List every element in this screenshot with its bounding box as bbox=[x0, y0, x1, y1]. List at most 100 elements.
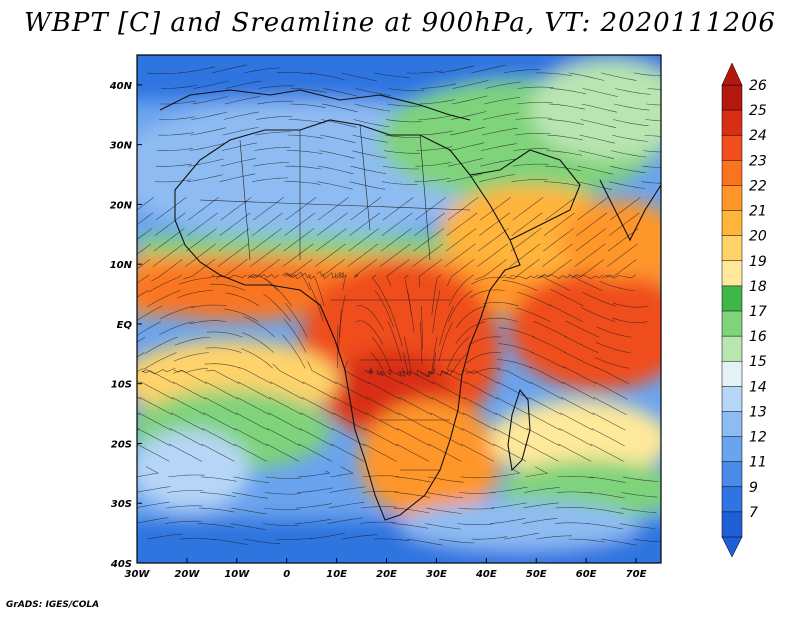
streamline bbox=[396, 352, 409, 378]
streamline bbox=[355, 320, 384, 345]
colorbar-swatch bbox=[721, 310, 743, 337]
colorbar-swatch bbox=[721, 109, 743, 136]
streamline bbox=[529, 381, 563, 400]
streamline bbox=[415, 162, 452, 167]
streamline bbox=[602, 274, 636, 279]
streamline bbox=[432, 290, 441, 333]
lon-tick-label: 40E bbox=[475, 569, 497, 580]
colorbar-label: 18 bbox=[749, 279, 767, 295]
streamline bbox=[223, 111, 260, 120]
streamline bbox=[564, 336, 599, 353]
streamline bbox=[263, 293, 291, 322]
colorbar-label: 21 bbox=[749, 204, 767, 220]
streamline bbox=[285, 165, 322, 170]
streamline bbox=[611, 150, 647, 158]
streamline bbox=[615, 88, 651, 95]
streamline bbox=[189, 143, 225, 151]
streamline bbox=[591, 428, 625, 447]
streamline bbox=[517, 291, 552, 307]
streamline bbox=[158, 116, 195, 120]
longitude-axis: 30W 20W 10W 0 10E 20E 30E 40E 50E 60E 70E bbox=[125, 558, 647, 580]
streamline bbox=[446, 212, 478, 236]
streamline bbox=[504, 274, 539, 280]
streamline bbox=[264, 492, 301, 495]
lat-tick-label: 10N bbox=[110, 260, 133, 271]
streamline bbox=[285, 302, 308, 338]
streamline bbox=[446, 336, 470, 371]
streamline bbox=[388, 305, 403, 347]
streamline bbox=[233, 443, 267, 462]
colorbar: 26 25 24 23 22 21 20 19 18 17 16 15 14 13 12 11 9 7 bbox=[721, 62, 767, 558]
streamline bbox=[335, 381, 369, 400]
lon-tick-label: 0 bbox=[283, 569, 290, 580]
streamline bbox=[499, 327, 535, 338]
streamline bbox=[548, 119, 584, 125]
streamline bbox=[204, 397, 238, 416]
streamline bbox=[299, 428, 333, 447]
lat-tick-label: 30N bbox=[110, 141, 133, 152]
streamline bbox=[559, 428, 593, 447]
streamline bbox=[467, 336, 502, 347]
streamline bbox=[297, 487, 333, 493]
streamline bbox=[452, 80, 489, 89]
lon-tick-label: 10W bbox=[224, 569, 250, 580]
colorbar-swatch bbox=[721, 210, 743, 237]
streamline bbox=[341, 72, 377, 82]
lat-tick-label: 10S bbox=[111, 380, 132, 391]
lon-tick-label: 10E bbox=[326, 569, 347, 580]
streamline bbox=[360, 521, 397, 524]
streamline bbox=[234, 428, 268, 447]
streamline bbox=[270, 381, 304, 400]
streamline bbox=[240, 348, 273, 369]
streamline bbox=[523, 502, 559, 509]
streamline bbox=[307, 361, 337, 384]
streamline bbox=[479, 212, 510, 236]
streamline bbox=[298, 470, 331, 478]
streamline bbox=[242, 332, 274, 353]
streamline bbox=[330, 466, 354, 478]
streamline bbox=[289, 103, 326, 108]
streamline bbox=[349, 212, 381, 236]
streamline bbox=[322, 103, 358, 113]
streamline bbox=[590, 476, 626, 483]
streamline bbox=[562, 381, 596, 400]
streamline bbox=[171, 397, 206, 416]
streamline bbox=[633, 538, 661, 543]
colorbar-label: 7 bbox=[749, 505, 758, 521]
streamline bbox=[429, 428, 463, 447]
streamline bbox=[199, 492, 236, 497]
streamline bbox=[363, 368, 374, 375]
colorbar-label: 13 bbox=[749, 404, 767, 420]
colorbar-swatch bbox=[721, 486, 743, 513]
streamline bbox=[329, 486, 366, 493]
lon-tick-label: 30W bbox=[125, 569, 151, 580]
streamline bbox=[546, 150, 582, 156]
streamline bbox=[314, 243, 346, 267]
streamline bbox=[475, 259, 507, 280]
streamline bbox=[375, 369, 402, 384]
streamline bbox=[255, 131, 292, 136]
streamline bbox=[371, 336, 393, 373]
streamline bbox=[286, 150, 323, 155]
streamline bbox=[581, 291, 617, 307]
streamline bbox=[338, 309, 342, 353]
streamline bbox=[445, 228, 477, 252]
streamline bbox=[231, 507, 267, 515]
streamline bbox=[399, 381, 434, 400]
streamline bbox=[173, 352, 209, 362]
streamline bbox=[605, 259, 637, 279]
streamline bbox=[495, 412, 529, 431]
streamline bbox=[168, 474, 205, 478]
colorbar-label: 24 bbox=[749, 128, 767, 144]
streamline bbox=[160, 100, 196, 105]
streamline bbox=[209, 283, 246, 291]
streamline bbox=[159, 321, 194, 335]
colorbar-label: 22 bbox=[749, 178, 767, 194]
streamline bbox=[588, 507, 624, 514]
streamline bbox=[522, 518, 558, 524]
streamline bbox=[363, 475, 400, 478]
streamline bbox=[428, 443, 462, 462]
streamline bbox=[154, 212, 186, 236]
streamline bbox=[554, 522, 591, 525]
streamline bbox=[137, 228, 153, 240]
